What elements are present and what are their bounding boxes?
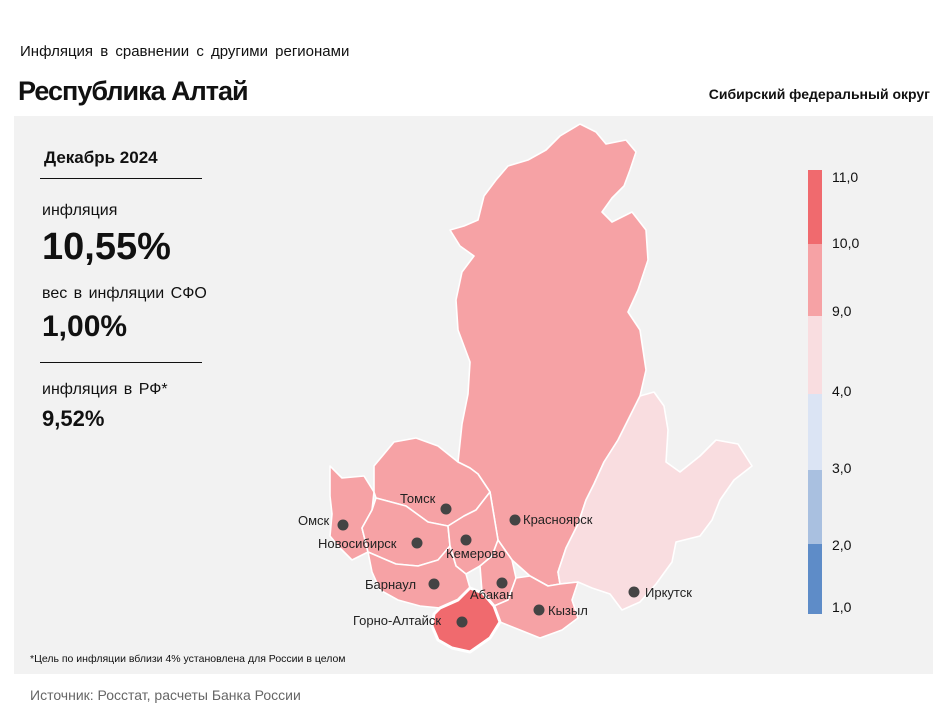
legend-swatch-10-11 <box>808 170 822 244</box>
city-marker-omsk <box>337 519 349 531</box>
city-label-omsk: Омск <box>298 513 330 528</box>
legend-swatch-9-10 <box>808 244 822 316</box>
legend-tick: 3,0 <box>832 460 852 476</box>
city-marker-tomsk <box>440 503 452 515</box>
inflation-label: инфляция <box>42 202 118 219</box>
page-title: Республика Алтай <box>18 76 249 106</box>
legend-tick: 10,0 <box>832 235 859 251</box>
city-marker-novosibirsk <box>411 537 423 549</box>
rf-inflation-value: 9,52% <box>42 406 105 431</box>
legend-swatch-1-2 <box>808 544 822 614</box>
district-label: Сибирский федеральный округ <box>708 86 930 102</box>
divider <box>40 178 202 179</box>
city-marker-krasnoyarsk <box>509 514 521 526</box>
region-irkutsk[interactable] <box>557 391 753 611</box>
city-marker-kyzyl <box>533 604 545 616</box>
city-label-kemerovo: Кемерово <box>446 546 505 561</box>
city-label-irkutsk: Иркутск <box>645 585 692 600</box>
legend-tick: 4,0 <box>832 383 852 399</box>
city-label-gorno-altaysk: Горно-Алтайск <box>353 613 441 628</box>
legend-swatch-2-3 <box>808 470 822 544</box>
period-label: Декабрь 2024 <box>44 148 158 167</box>
city-label-krasnoyarsk: Красноярск <box>523 512 593 527</box>
rf-inflation-label: инфляция в РФ* <box>42 381 168 398</box>
city-label-tomsk: Томск <box>400 491 436 506</box>
city-marker-kemerovo <box>460 534 472 546</box>
color-legend: 11,0 10,0 9,0 4,0 3,0 2,0 1,0 <box>808 169 859 615</box>
city-marker-abakan <box>496 577 508 589</box>
city-label-barnaul: Барнаул <box>365 577 416 592</box>
city-marker-gorno-altaysk <box>456 616 468 628</box>
weight-label: вес в инфляции СФО <box>42 285 207 302</box>
city-marker-irkutsk <box>628 586 640 598</box>
weight-value: 1,00% <box>42 310 128 343</box>
city-label-abakan: Абакан <box>470 587 513 602</box>
legend-swatch-4-9 <box>808 316 822 394</box>
inflation-value: 10,55% <box>42 226 171 268</box>
legend-tick: 2,0 <box>832 537 852 553</box>
divider <box>40 362 202 363</box>
legend-tick: 1,0 <box>832 599 852 615</box>
footnote: *Цель по инфляции вблизи 4% установлена … <box>30 653 346 665</box>
legend-swatch-3-4 <box>808 394 822 470</box>
legend-tick: 9,0 <box>832 303 852 319</box>
source-note: Источник: Росстат, расчеты Банка России <box>30 687 301 703</box>
legend-tick: 11,0 <box>832 169 858 185</box>
subtitle: Инфляция в сравнении с другими регионами <box>20 43 350 60</box>
city-label-kyzyl: Кызыл <box>548 603 588 618</box>
city-marker-barnaul <box>428 578 440 590</box>
city-label-novosibirsk: Новосибирск <box>318 536 397 551</box>
